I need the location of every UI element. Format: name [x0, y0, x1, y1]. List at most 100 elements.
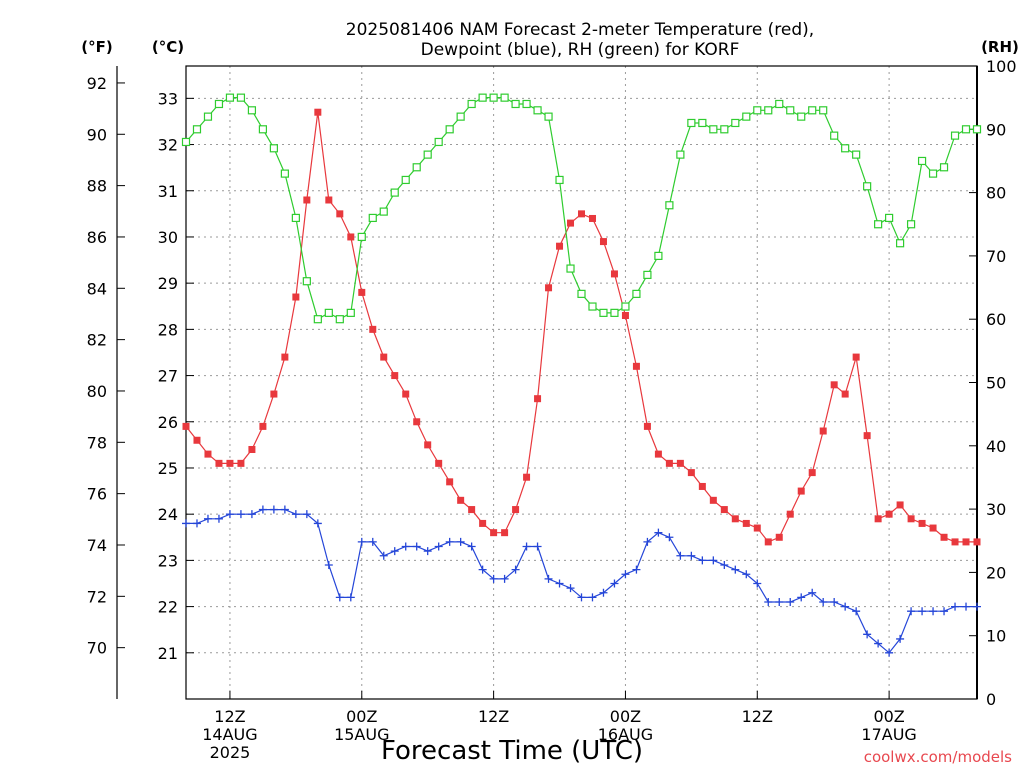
dewpoint-point: [918, 607, 927, 616]
rh-point: [588, 302, 597, 311]
dewpoint-point: [258, 505, 267, 514]
rh-point: [819, 106, 828, 115]
temperature-point: [720, 506, 728, 514]
fahrenheit-axis: 70 72 74 76 78 80 82 84 86 88 90 92: [87, 74, 125, 658]
dewpoint-point: [610, 579, 619, 588]
temperature-point: [457, 496, 465, 504]
dewpoint-point: [896, 634, 905, 643]
rh-point: [764, 106, 773, 115]
fahrenheit-tick-label: 78: [87, 433, 107, 452]
rh-point: [434, 137, 443, 147]
dewpoint-point: [973, 602, 981, 611]
temperature-point: [270, 390, 278, 398]
dewpoint-point: [390, 547, 399, 556]
dewpoint-point: [852, 607, 861, 616]
fahrenheit-tick-label: 70: [87, 639, 107, 658]
temperature-point: [215, 459, 223, 467]
dewpoint-point: [863, 630, 872, 639]
dewpoint-point: [302, 510, 311, 519]
dewpoint-point: [786, 597, 795, 606]
temperature-point: [896, 501, 904, 509]
rh-point: [335, 315, 344, 324]
dewpoint-point: [434, 542, 443, 551]
rh-point: [742, 112, 751, 121]
dewpoint-point: [379, 551, 388, 560]
rh-line: [185, 96, 977, 321]
rh-point: [280, 169, 289, 178]
dewpoint-point: [731, 565, 740, 574]
fahrenheit-tick-label: 80: [87, 382, 107, 401]
dewpoint-point: [555, 579, 564, 588]
time-tick-label: 17AUG: [861, 725, 916, 744]
rh-point: [797, 112, 806, 121]
dewpoint-point: [401, 542, 410, 551]
dewpoint-point: [182, 519, 190, 528]
rh-point: [577, 289, 586, 298]
temperature-point: [698, 482, 706, 490]
dewpoint-point: [753, 579, 762, 588]
dewpoint-point: [247, 510, 256, 519]
temperature-point: [940, 533, 948, 541]
rh-tick-label: 50: [986, 374, 1006, 393]
rh-point: [775, 99, 784, 109]
temperature-point: [951, 538, 959, 546]
dewpoint-point: [478, 565, 487, 574]
temperature-point: [665, 459, 673, 467]
rh-point: [731, 118, 740, 128]
fahrenheit-tick-label: 84: [87, 279, 107, 298]
fahrenheit-tick-label: 90: [87, 125, 107, 144]
temperature-point: [731, 515, 739, 523]
fahrenheit-tick-label: 74: [87, 536, 107, 555]
rh-point: [522, 99, 531, 109]
celsius-tick-label: 27: [158, 367, 178, 386]
rh-point: [698, 118, 707, 128]
celsius-tick-label: 24: [158, 505, 178, 524]
rh-point: [961, 125, 971, 134]
rh-point: [863, 182, 872, 191]
celsius-tick-label: 25: [158, 459, 178, 478]
temperature-point: [654, 450, 662, 458]
temperature-point: [863, 432, 871, 440]
dewpoint-point: [720, 561, 729, 570]
dewpoint-point: [203, 514, 212, 523]
time-tick-label: 12Z: [214, 707, 245, 726]
temperature-point: [545, 284, 553, 292]
fahrenheit-tick-label: 82: [87, 331, 107, 350]
rh-point: [643, 270, 652, 279]
rh-point: [357, 232, 366, 242]
temperature-point: [248, 445, 256, 453]
rh-point: [313, 315, 322, 324]
dewpoint-point: [764, 597, 773, 606]
rh-point: [621, 302, 630, 311]
rh-point: [225, 93, 235, 102]
celsius-unit-label: (°C): [152, 38, 184, 56]
rh-point: [390, 188, 399, 197]
temperature-point: [610, 270, 618, 278]
rh-point: [555, 175, 564, 185]
rh-point: [423, 150, 432, 159]
series-layer: [181, 93, 982, 657]
rh-point: [917, 156, 927, 166]
dewpoint-point: [533, 542, 542, 551]
temperature-point: [874, 515, 882, 523]
time-tick-label: 16AUG: [598, 725, 653, 744]
celsius-tick-label: 29: [158, 274, 178, 293]
rh-point: [841, 144, 850, 153]
dewpoint-point: [665, 533, 674, 542]
temperature-point: [314, 108, 322, 116]
dewpoint-series: [182, 505, 981, 657]
temperature-point: [402, 390, 410, 398]
rh-point: [368, 213, 377, 223]
temperature-point: [643, 422, 651, 430]
dewpoint-point: [467, 542, 476, 551]
temperature-point: [962, 538, 970, 546]
rh-point: [445, 125, 454, 134]
dewpoint-point: [445, 537, 454, 546]
temperature-point: [523, 473, 531, 481]
dewpoint-point: [885, 648, 894, 657]
temperature-point: [226, 459, 234, 467]
rh-tick-label: 40: [986, 437, 1006, 456]
rh-tick-label: 100: [986, 57, 1017, 76]
rh-series: [181, 93, 982, 324]
rh-point: [346, 308, 355, 317]
